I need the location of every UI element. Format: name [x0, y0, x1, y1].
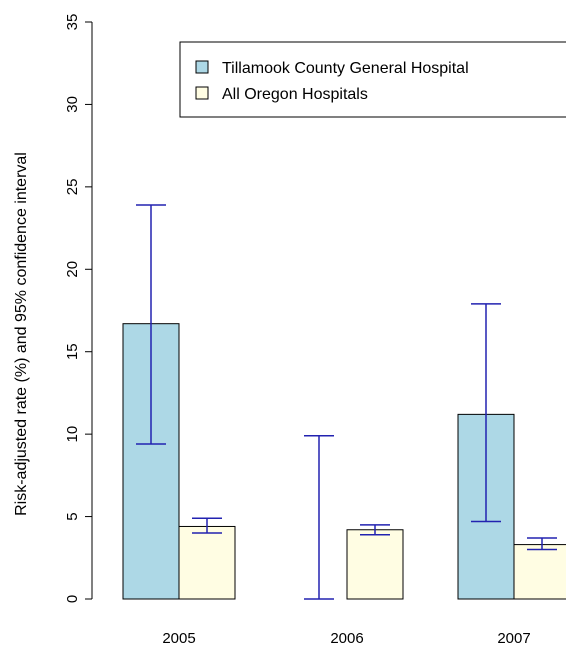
legend-swatch — [195, 60, 209, 74]
legend-box — [179, 41, 566, 118]
legend-swatch — [195, 86, 209, 100]
y-tick-label: 25 — [64, 179, 81, 196]
y-tick-label: 15 — [64, 343, 81, 360]
y-tick-label: 10 — [64, 426, 81, 443]
bar — [513, 544, 566, 600]
y-axis: 0 5 10 15 20 25 30 35 — [64, 14, 93, 603]
legend: Tillamook County General Hospital All Ore… — [179, 41, 566, 118]
x-tick-label: 2007 — [497, 630, 530, 647]
y-axis-title: Risk-adjusted rate (%) and 95% confidenc… — [13, 152, 30, 516]
error-bars — [136, 204, 557, 600]
x-tick-label: 2005 — [162, 630, 195, 647]
y-tick-label: 35 — [64, 14, 81, 31]
x-tick-label: 2006 — [330, 630, 363, 647]
bars — [122, 323, 566, 600]
y-tick-label: 30 — [64, 96, 81, 113]
legend-label: Tillamook County General Hospital — [222, 60, 469, 77]
legend-label: All Oregon Hospitals — [222, 86, 368, 103]
y-tick-label: 20 — [64, 261, 81, 278]
y-tick-label: 0 — [64, 595, 81, 603]
x-axis-labels: 2005 2006 2007 — [162, 630, 530, 647]
bar — [346, 529, 404, 600]
bar — [178, 525, 236, 600]
y-tick-label: 5 — [64, 512, 81, 520]
